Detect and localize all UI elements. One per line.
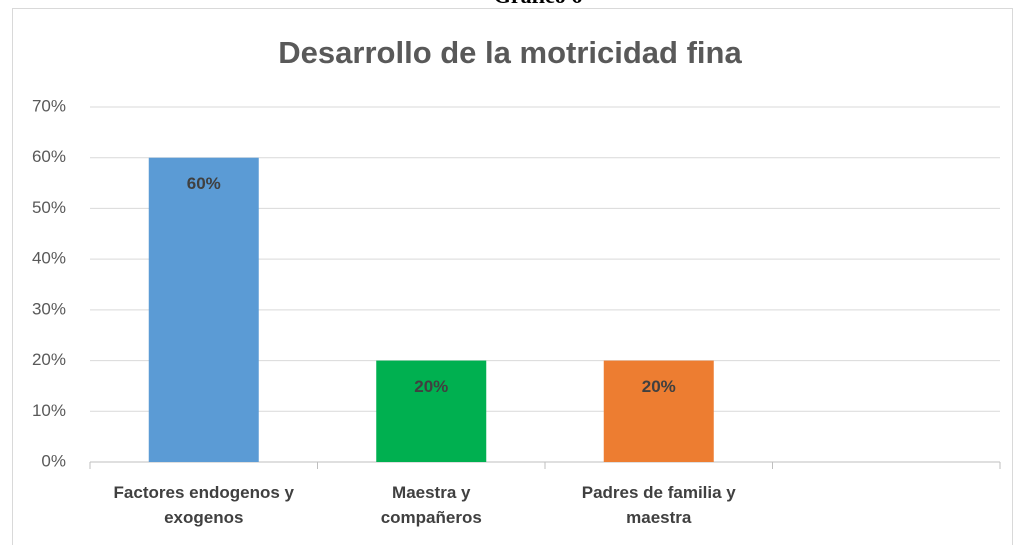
y-tick-label: 50% bbox=[32, 198, 66, 217]
x-tick-label: Maestra y compañeros bbox=[380, 483, 482, 527]
chart-title: Desarrollo de la motricidad fina bbox=[278, 35, 742, 70]
chart-frame bbox=[12, 8, 1013, 545]
value-label: 20% bbox=[642, 377, 676, 396]
y-tick-label: 0% bbox=[41, 451, 66, 470]
value-label: 60% bbox=[187, 174, 221, 193]
x-tick-label: Padres de familia y maestra bbox=[581, 483, 736, 527]
y-tick-label: 20% bbox=[32, 350, 66, 369]
y-tick-label: 70% bbox=[32, 96, 66, 115]
y-tick-label: 40% bbox=[32, 249, 66, 268]
bar bbox=[376, 360, 487, 462]
y-tick-label: 60% bbox=[32, 147, 66, 166]
y-tick-label: 30% bbox=[32, 299, 66, 318]
value-label: 20% bbox=[414, 377, 448, 396]
heading: Gráfico 6 bbox=[494, 0, 583, 8]
x-tick-label: Factores endogenos y exogenos bbox=[113, 483, 294, 527]
y-tick-label: 10% bbox=[32, 401, 66, 420]
bar bbox=[148, 157, 259, 462]
bar bbox=[603, 360, 714, 462]
